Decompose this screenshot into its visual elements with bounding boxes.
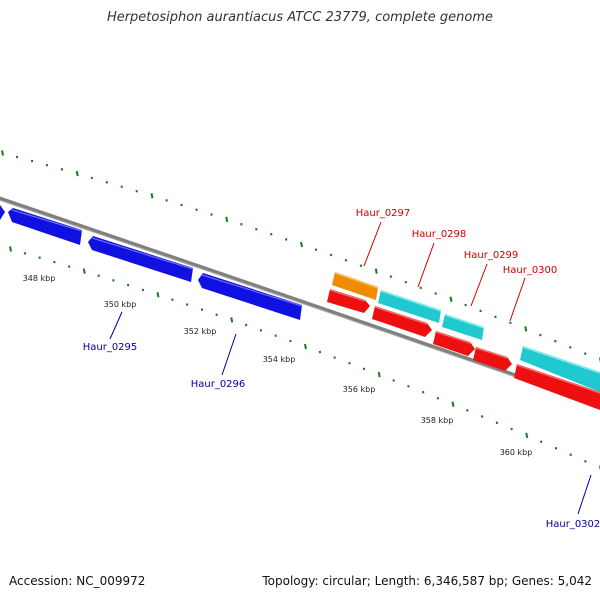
inner-tick: [451, 401, 455, 407]
gene-label-haur-0297[interactable]: Haur_0297: [356, 208, 411, 219]
accession-label: Accession: NC_009972: [9, 574, 146, 588]
gene-haur-0293[interactable]: [0, 205, 5, 220]
inner-tick: [377, 371, 381, 378]
outer-tick: [150, 193, 154, 199]
outer-tick: [225, 216, 229, 223]
gene-haur-0296[interactable]: [198, 273, 302, 320]
inner-tick: [9, 246, 12, 252]
gene-red-1[interactable]: [327, 289, 370, 313]
inner-tick: [304, 343, 307, 350]
outer-tick: [300, 241, 303, 248]
outer-tick-track: [1, 150, 600, 363]
reverse-strand-genes: [0, 205, 303, 320]
position-label-358: 358 kbp: [421, 416, 454, 425]
genome-summary: Topology: circular; Length: 6,346,587 bp…: [262, 574, 592, 588]
gene-haur-0295[interactable]: [88, 236, 193, 282]
position-label-354: 354 kbp: [263, 355, 296, 364]
position-label-356: 356 kbp: [343, 385, 376, 394]
outer-tick: [1, 150, 4, 156]
genome-title: Herpetosiphon aurantiacus ATCC 23779, co…: [106, 10, 494, 25]
gene-label-haur-0296[interactable]: Haur_0296: [191, 379, 246, 390]
gene-haur-0298[interactable]: [378, 290, 441, 323]
position-label-360: 360 kbp: [500, 448, 533, 457]
outer-tick: [524, 326, 528, 332]
gene-haur-0300[interactable]: [520, 346, 600, 392]
inner-tick: [525, 432, 529, 439]
outer-tick: [75, 170, 79, 177]
gene-red-4[interactable]: [473, 347, 512, 371]
inner-tick-track: [9, 246, 600, 471]
gene-label-haur-0300[interactable]: Haur_0300: [503, 265, 558, 276]
gene-label-haur-0299[interactable]: Haur_0299: [464, 250, 519, 261]
position-label-350: 350 kbp: [104, 300, 137, 309]
position-label-352: 352 kbp: [184, 327, 217, 336]
outer-tick: [449, 296, 453, 302]
gene-haur-0299[interactable]: [442, 314, 484, 340]
position-label-348: 348 kbp: [23, 274, 56, 283]
gene-red-5[interactable]: [514, 364, 600, 410]
gene-label-haur-0295[interactable]: Haur_0295: [83, 342, 138, 353]
gene-label-leaders: [109, 221, 592, 515]
gene-haur-0297[interactable]: [332, 272, 378, 300]
gene-red-3[interactable]: [433, 331, 475, 356]
gene-red-2[interactable]: [372, 306, 432, 337]
outer-tick: [374, 268, 378, 274]
gene-haur-0294[interactable]: [8, 208, 82, 245]
gene-label-haur-0302[interactable]: Haur_0302: [546, 519, 600, 530]
inner-tick: [230, 317, 234, 323]
inner-tick: [156, 292, 160, 298]
gene-label-haur-0298[interactable]: Haur_0298: [412, 229, 467, 240]
genome-backbone: [0, 196, 600, 407]
forward-strand-genes: [327, 272, 600, 410]
inner-tick: [82, 268, 86, 274]
